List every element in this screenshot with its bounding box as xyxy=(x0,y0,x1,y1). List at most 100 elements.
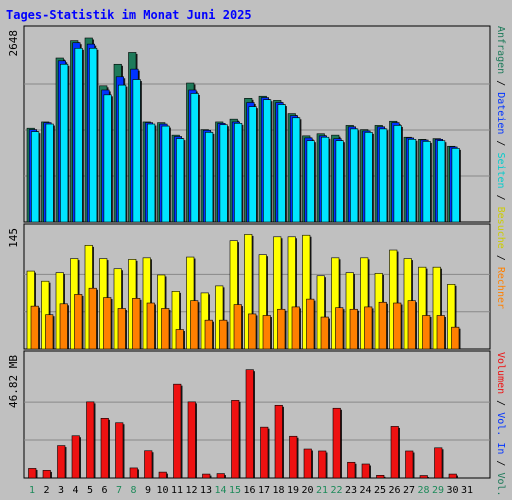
legend-entry-vol-in: Vol. In xyxy=(495,412,506,454)
x-tick-label-day-7: 7 xyxy=(116,485,122,496)
bar-seiten-day-21 xyxy=(321,136,330,223)
x-tick-label-day-8: 8 xyxy=(130,485,136,496)
bar-volumen-day-9 xyxy=(144,450,153,479)
bar-volumen-day-8 xyxy=(129,467,138,479)
chart-title: Tages-Statistik im Monat Juni 2025 xyxy=(6,8,252,22)
bar-rechner-day-20 xyxy=(306,298,315,350)
bar-volumen-day-12 xyxy=(187,401,196,479)
bar-volumen-day-2 xyxy=(42,470,51,479)
bar-volumen-day-1 xyxy=(28,468,37,479)
bar-seiten-day-27 xyxy=(408,139,417,223)
bar-volumen-day-14 xyxy=(216,473,225,479)
legend-entry-besuche: Besuche xyxy=(495,207,506,249)
bar-rechner-day-3 xyxy=(59,303,68,350)
legend-entry-vol-out: Vol. Out xyxy=(495,472,506,500)
x-tick-label-day-3: 3 xyxy=(58,485,64,496)
x-tick-label-day-16: 16 xyxy=(243,485,255,496)
bar-seiten-day-24 xyxy=(364,132,373,223)
bar-rechner-day-9 xyxy=(146,302,155,350)
bar-volumen-day-30 xyxy=(448,473,457,479)
bar-seiten-day-9 xyxy=(147,123,156,223)
bar-volumen-day-10 xyxy=(158,471,167,479)
y-max-label-hits: 2648 xyxy=(7,30,20,57)
bar-rechner-day-17 xyxy=(262,315,271,350)
bar-volumen-day-20 xyxy=(303,448,312,479)
bar-seiten-day-11 xyxy=(176,138,185,223)
x-tick-label-day-15: 15 xyxy=(229,485,241,496)
bar-seiten-day-4 xyxy=(74,47,83,223)
bar-rechner-day-5 xyxy=(88,287,97,350)
bar-volumen-day-6 xyxy=(100,418,109,479)
bar-rechner-day-23 xyxy=(349,308,358,350)
bar-seiten-day-7 xyxy=(118,84,127,223)
bar-volumen-day-17 xyxy=(260,426,269,479)
bar-seiten-day-28 xyxy=(422,141,431,223)
bar-seiten-day-26 xyxy=(393,125,402,223)
x-tick-label-day-5: 5 xyxy=(87,485,93,496)
x-tick-label-day-11: 11 xyxy=(171,485,183,496)
bar-rechner-day-6 xyxy=(103,297,112,350)
legend-entry-dateien: Dateien xyxy=(495,92,506,134)
x-tick-label-day-17: 17 xyxy=(258,485,270,496)
x-tick-label-day-14: 14 xyxy=(214,485,226,496)
bar-seiten-day-23 xyxy=(350,128,359,223)
bar-rechner-day-2 xyxy=(45,314,54,350)
bar-seiten-day-8 xyxy=(132,79,141,223)
x-tick-label-day-31: 31 xyxy=(461,485,473,496)
x-tick-label-day-4: 4 xyxy=(72,485,78,496)
bar-volumen-day-18 xyxy=(274,404,283,479)
legend-separator: / xyxy=(495,134,506,152)
bar-volumen-day-23 xyxy=(347,461,356,479)
x-tick-label-day-10: 10 xyxy=(156,485,168,496)
x-axis-day-labels: 1 2 3 4 5 6 7 8 9 10 11 12 13 14 15 16 17 18 19 20 21 22 23 24 2… xyxy=(29,485,473,496)
y-axis-labels: 2648 145 46.82 MB xyxy=(7,30,20,408)
bar-seiten-day-18 xyxy=(277,104,286,223)
bar-rechner-day-10 xyxy=(161,308,170,350)
bar-seiten-day-2 xyxy=(45,123,54,223)
x-tick-label-day-2: 2 xyxy=(43,485,49,496)
legend-separator: / xyxy=(495,74,506,92)
bar-seiten-day-1 xyxy=(31,131,40,223)
x-tick-label-day-21: 21 xyxy=(316,485,328,496)
x-tick-label-day-23: 23 xyxy=(345,485,357,496)
bar-rechner-day-14 xyxy=(219,319,228,350)
legend-bottom: Volumen / Vol. In / Vol. Out xyxy=(495,352,506,500)
bar-seiten-day-5 xyxy=(89,47,98,223)
bar-seiten-day-14 xyxy=(219,124,228,223)
legend-separator: / xyxy=(495,394,506,412)
bar-rechner-day-24 xyxy=(364,306,373,350)
legend-separator: / xyxy=(495,249,506,267)
chart-bars xyxy=(26,37,461,479)
bar-volumen-day-19 xyxy=(289,435,298,479)
bar-volumen-day-29 xyxy=(434,447,443,479)
bar-rechner-day-19 xyxy=(291,306,300,350)
bar-rechner-day-22 xyxy=(335,307,344,350)
bar-rechner-day-29 xyxy=(436,315,445,350)
right-legend: Anfragen / Dateien / Seiten / Besuche / … xyxy=(495,26,506,500)
bar-seiten-day-16 xyxy=(248,106,257,223)
bar-volumen-day-26 xyxy=(390,426,399,479)
bar-volumen-day-7 xyxy=(115,422,124,479)
bar-seiten-day-3 xyxy=(60,63,69,223)
bar-seiten-day-13 xyxy=(205,132,214,223)
x-tick-label-day-19: 19 xyxy=(287,485,299,496)
legend-separator: / xyxy=(495,189,506,207)
legend-entry-rechner: Rechner xyxy=(495,267,506,309)
x-tick-label-day-28: 28 xyxy=(417,485,429,496)
bar-volumen-day-16 xyxy=(245,369,254,479)
bar-rechner-day-25 xyxy=(378,301,387,350)
x-tick-label-day-12: 12 xyxy=(185,485,197,496)
x-tick-label-day-18: 18 xyxy=(272,485,284,496)
x-tick-label-day-30: 30 xyxy=(446,485,458,496)
legend-top: Anfragen / Dateien / Seiten / Besuche / … xyxy=(495,26,506,309)
bar-rechner-day-11 xyxy=(175,329,184,350)
bar-volumen-day-25 xyxy=(376,474,385,479)
bar-volumen-day-11 xyxy=(173,383,182,479)
x-tick-label-day-24: 24 xyxy=(359,485,371,496)
bar-rechner-day-15 xyxy=(233,304,242,350)
bar-rechner-day-1 xyxy=(30,305,39,350)
x-tick-label-day-22: 22 xyxy=(330,485,342,496)
bar-rechner-day-12 xyxy=(190,300,199,350)
bar-volumen-day-27 xyxy=(405,450,414,479)
